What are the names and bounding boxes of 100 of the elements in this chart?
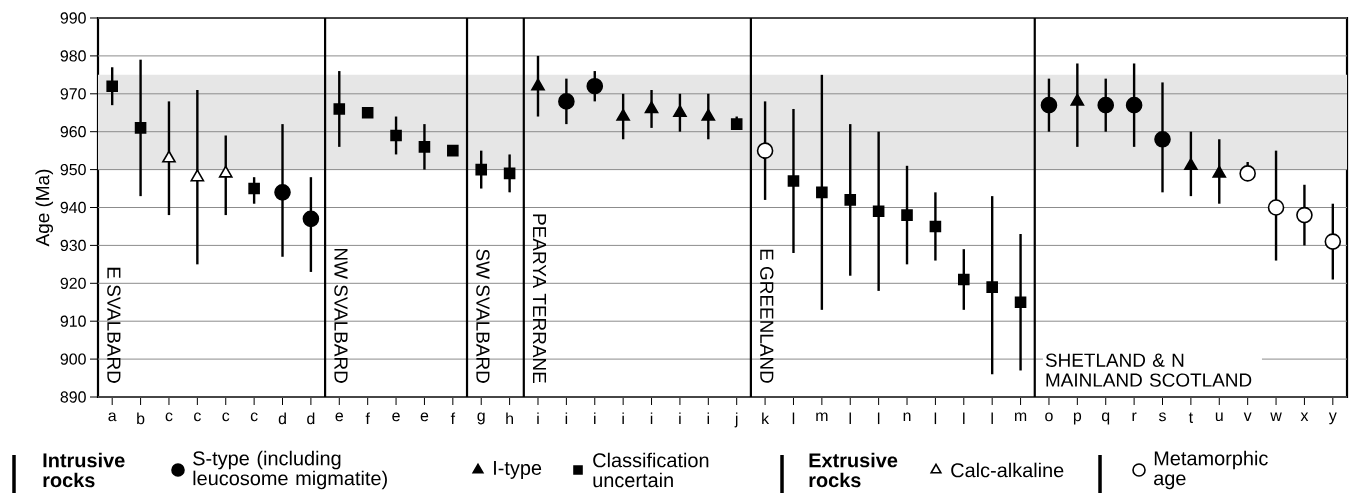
x-tick-label: j [734, 412, 738, 428]
x-tick-label: m [1014, 412, 1027, 422]
y-tick-label: 890 [60, 391, 86, 403]
point [558, 93, 575, 110]
x-tick-label: t [1188, 412, 1193, 423]
annotation: E GREENLAND [760, 249, 774, 383]
point [333, 103, 346, 115]
x-tick-label: l [792, 412, 795, 425]
y-tick-label: 930 [60, 239, 86, 252]
annotation: NW SVALBARD [334, 248, 348, 383]
point [1070, 93, 1085, 106]
x-tick-label: i [537, 412, 539, 425]
x-tick-label: l [963, 412, 965, 425]
point [787, 175, 800, 187]
point [929, 220, 942, 233]
x-tick-label: v [1243, 412, 1252, 421]
x-tick-label: u [1215, 412, 1223, 422]
y-tick-label: 980 [60, 50, 86, 62]
x-tick-label: h [506, 412, 513, 425]
y-tick-label: 910 [60, 315, 86, 327]
y-tick-label: 920 [60, 277, 86, 289]
point [1296, 206, 1313, 224]
x-tick-label: e [392, 412, 400, 422]
point [1212, 165, 1227, 178]
x-tick-label: c [222, 412, 230, 422]
x-tick-label: o [1045, 412, 1053, 422]
point [872, 205, 885, 218]
y-tick-label: 970 [60, 88, 86, 100]
x-tick-label: g [477, 412, 485, 425]
x-tick-label: y [1328, 412, 1337, 425]
point [106, 80, 118, 93]
point [1184, 158, 1198, 171]
x-tick-label: e [420, 412, 429, 422]
point [248, 182, 260, 195]
x-tick-label: k [762, 412, 770, 425]
point [673, 104, 687, 118]
x-tick-label: b [137, 412, 145, 425]
x-tick-label: x [1300, 412, 1309, 421]
text: Extrusive rocks [809, 452, 898, 488]
x-tick-label: c [250, 412, 258, 422]
x-tick-label: i [650, 412, 653, 425]
x-tick-label: i [565, 412, 568, 425]
annotation: SW SVALBARD [476, 249, 490, 383]
x-tick-label: m [816, 412, 828, 422]
legend-label: Metamorphic age [1154, 450, 1268, 490]
point [1154, 130, 1171, 148]
point [986, 281, 998, 293]
point [1014, 296, 1027, 309]
x-tick-label: p [1073, 412, 1082, 425]
x-tick-label: c [194, 412, 201, 422]
x-tick-label: l [849, 412, 851, 425]
x-tick-label: i [594, 412, 596, 425]
point [390, 129, 402, 142]
point [531, 78, 545, 91]
point [730, 118, 743, 130]
annotation: PEARYA TERRANE [533, 214, 547, 383]
point [1040, 96, 1058, 114]
point [756, 142, 774, 159]
x-tick-label: i [622, 412, 624, 425]
point [1267, 199, 1285, 216]
x-tick-label: s [1158, 412, 1166, 422]
x-tick-label: f [450, 412, 456, 425]
point [418, 141, 431, 153]
point [162, 150, 176, 163]
point [447, 144, 459, 157]
legend-label: Calc-alkaline [951, 462, 1064, 478]
x-tick-label: i [707, 412, 710, 425]
y-axis-title: Age (Ma) [35, 169, 54, 247]
y-tick-label: 900 [60, 353, 86, 365]
point [701, 108, 716, 121]
point [1324, 233, 1342, 250]
point [190, 169, 205, 182]
x-tick-label: w [1270, 412, 1282, 421]
text: Intrusive rocks [43, 452, 125, 488]
point [302, 210, 320, 228]
point [957, 273, 970, 286]
x-tick-label: e [335, 412, 344, 422]
y-tick-label: 950 [60, 163, 86, 176]
x-tick-label: q [1101, 412, 1110, 425]
x-tick-label: d [307, 412, 315, 425]
point [1097, 96, 1115, 114]
point [274, 184, 291, 201]
point [134, 122, 147, 134]
x-tick-label: l [877, 412, 880, 425]
point [844, 194, 857, 206]
annotation: SHETLAND & N MAINLAND SCOTLAND [1045, 353, 1252, 387]
legend-label: Classification uncertain [593, 452, 709, 488]
point [901, 209, 913, 221]
x-tick-label: l [991, 412, 993, 425]
x-tick-label: l [934, 412, 937, 425]
y-tick-label: 940 [60, 201, 86, 214]
point [218, 165, 233, 178]
x-tick-label: c [165, 412, 173, 422]
annotation: E SVALBARD [107, 267, 121, 383]
point [503, 167, 516, 180]
point [816, 186, 828, 199]
x-tick-label: f [365, 412, 370, 425]
point [1239, 165, 1256, 182]
y-tick-label: 990 [60, 12, 86, 24]
x-tick-label: r [1132, 412, 1137, 422]
